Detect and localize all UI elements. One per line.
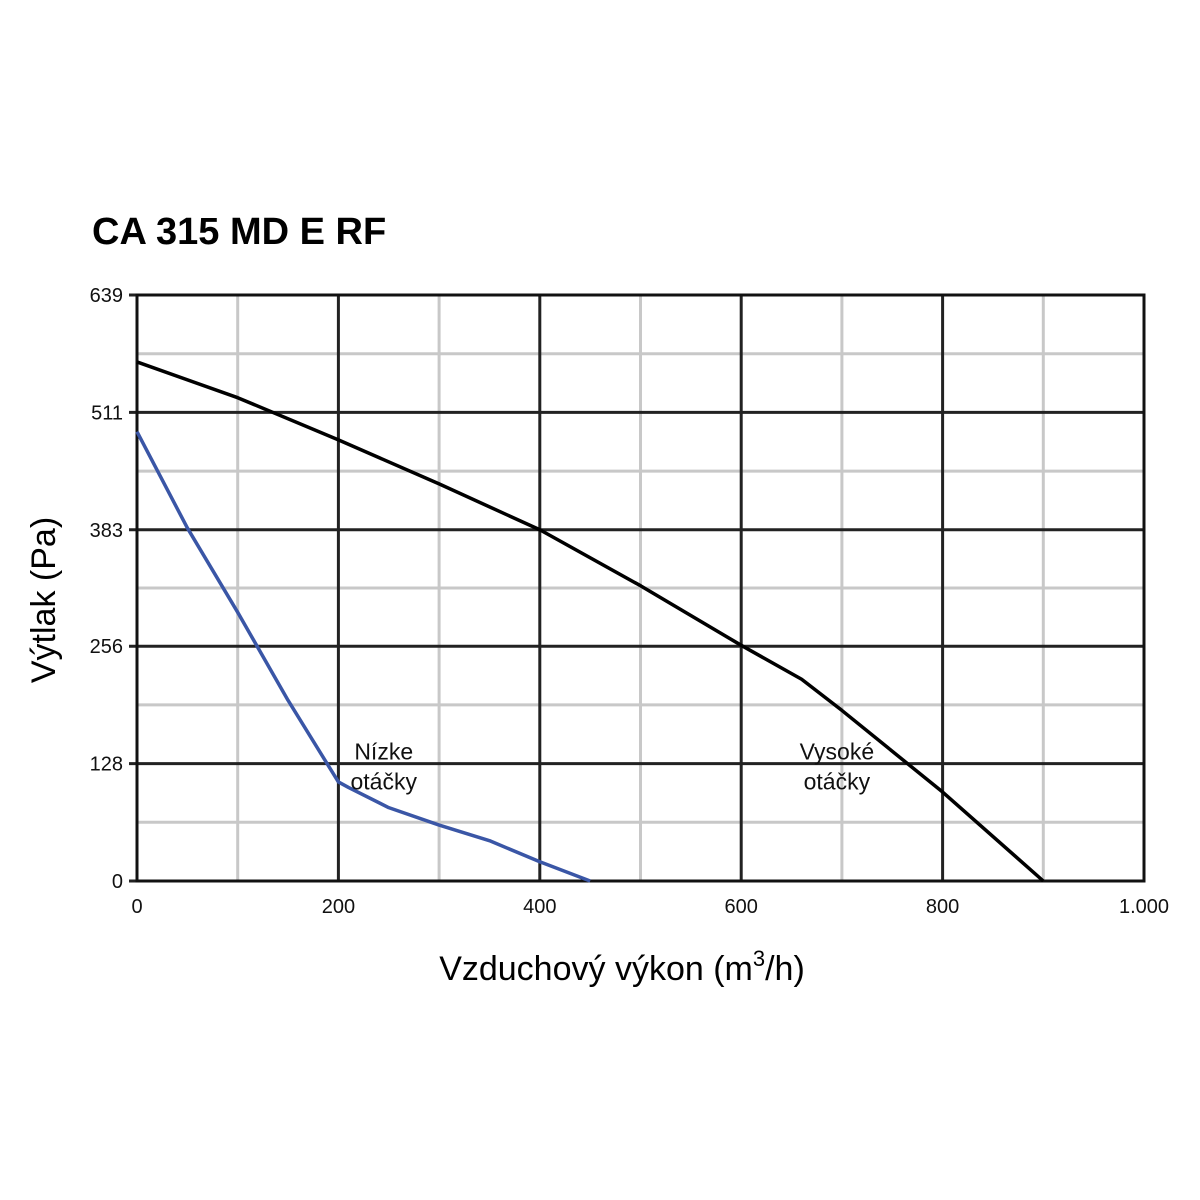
y-tick-label: 256 bbox=[90, 636, 123, 658]
y-axis-label: Výtlak (Pa) bbox=[25, 517, 63, 683]
x-tick-labels: 0 200 400 600 800 1.000 bbox=[131, 896, 1169, 918]
y-tick-label: 128 bbox=[90, 754, 123, 776]
x-tick-label: 1.000 bbox=[1119, 896, 1169, 918]
series-label-vysoke-otacky: Vysoké otáčky bbox=[800, 739, 875, 795]
plot-frame bbox=[135, 293, 1146, 883]
x-axis-label: Vzduchový výkon (m3/h) bbox=[439, 946, 805, 988]
x-tick-label: 400 bbox=[523, 896, 556, 918]
minor-grid bbox=[137, 295, 1144, 881]
series-label-nizke-otacky: Nízke otáčky bbox=[350, 739, 417, 795]
x-tick-label: 200 bbox=[322, 896, 355, 918]
y-tick-label: 383 bbox=[90, 520, 123, 542]
series-line-nizke-otacky bbox=[135, 430, 591, 883]
x-tick-label: 600 bbox=[725, 896, 758, 918]
y-tick-label: 511 bbox=[91, 402, 123, 424]
chart-title: CA 315 MD E RF bbox=[92, 211, 386, 253]
x-tick-label: 800 bbox=[926, 896, 959, 918]
series-line-vysoke-otacky bbox=[136, 360, 1045, 883]
y-tick-label: 0 bbox=[112, 871, 123, 893]
series-layer bbox=[135, 360, 1045, 883]
y-tick-label: 639 bbox=[90, 285, 123, 307]
y-tick-labels: 0 128 256 383 511 639 bbox=[90, 285, 123, 893]
x-tick-label: 0 bbox=[131, 896, 142, 918]
series-labels: Vysoké otáčky Nízke otáčky bbox=[350, 739, 874, 795]
